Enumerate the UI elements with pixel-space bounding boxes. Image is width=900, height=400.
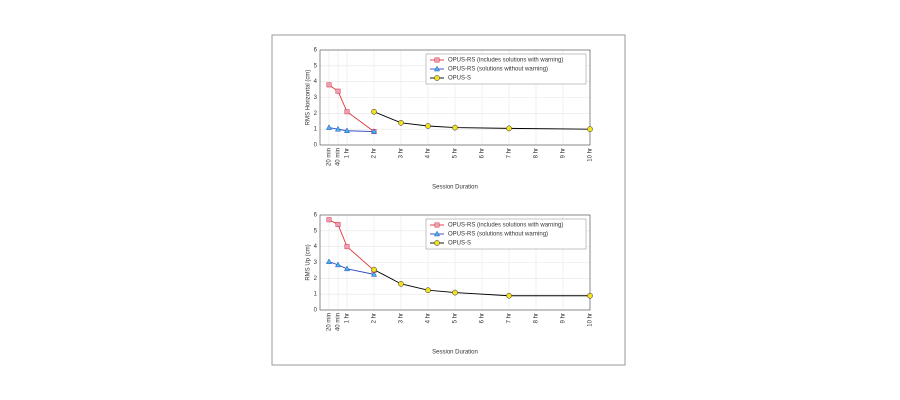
y-tick-label: 4 bbox=[314, 79, 318, 85]
marker bbox=[325, 124, 333, 130]
marker bbox=[343, 127, 351, 133]
x-tick-label: 4 hr bbox=[426, 313, 432, 323]
y-tick-label: 3 bbox=[314, 260, 318, 266]
x-tick-label: 20 min bbox=[327, 313, 333, 331]
marker bbox=[371, 266, 377, 273]
x-tick-label: 6 hr bbox=[480, 313, 486, 323]
x-tick-label: 2 hr bbox=[372, 313, 378, 323]
y-tick-label: 6 bbox=[314, 48, 318, 54]
marker bbox=[326, 217, 332, 223]
marker bbox=[334, 125, 342, 132]
x-tick-label: 6 hr bbox=[480, 148, 486, 158]
legend-marker bbox=[434, 222, 440, 228]
y-tick-label: 0 bbox=[314, 308, 318, 314]
x-tick-label: 4 hr bbox=[426, 148, 432, 158]
marker bbox=[335, 222, 341, 227]
legend-box bbox=[425, 218, 587, 250]
axes-box bbox=[319, 49, 591, 146]
x-tick-label: 40 min bbox=[336, 148, 342, 166]
marker bbox=[326, 82, 332, 88]
legend-label: OPUS-S bbox=[448, 76, 471, 82]
x-tick-label: 40 min bbox=[336, 313, 342, 331]
y-tick-label: 5 bbox=[314, 228, 318, 234]
marker bbox=[587, 126, 593, 133]
x-tick-label: 5 hr bbox=[453, 148, 459, 158]
marker bbox=[335, 88, 341, 94]
marker bbox=[334, 261, 342, 268]
series-line bbox=[328, 84, 375, 132]
marker bbox=[425, 287, 431, 294]
marker bbox=[398, 119, 404, 126]
marker bbox=[506, 125, 512, 132]
marker bbox=[370, 271, 378, 277]
legend-label: OPUS-RS (solutions without warning) bbox=[448, 67, 548, 73]
legend-label: OPUS-RS (includes solutions with warning… bbox=[448, 223, 563, 229]
y-tick-label: 2 bbox=[314, 111, 318, 117]
marker bbox=[452, 124, 458, 131]
x-tick-label: 10 hr bbox=[588, 313, 594, 327]
y-tick-label: 0 bbox=[314, 143, 318, 149]
x-tick-label: 9 hr bbox=[561, 313, 567, 323]
x-tick-label: 10 hr bbox=[588, 148, 594, 162]
marker bbox=[370, 128, 378, 134]
figure-frame bbox=[271, 34, 626, 366]
legend-marker bbox=[433, 65, 441, 72]
y-tick-label: 3 bbox=[314, 95, 318, 101]
legend-marker bbox=[434, 240, 440, 246]
y-tick-label: 1 bbox=[314, 127, 318, 133]
marker bbox=[452, 289, 458, 296]
marker bbox=[506, 292, 512, 299]
x-axis-label: Session Duration bbox=[432, 350, 478, 356]
legend-box bbox=[425, 53, 587, 85]
legend-marker bbox=[434, 75, 440, 81]
marker bbox=[398, 281, 404, 287]
marker bbox=[371, 108, 377, 115]
x-tick-label: 20 min bbox=[327, 148, 333, 166]
legend-label: OPUS-RS (includes solutions with warning… bbox=[448, 58, 563, 64]
y-tick-label: 2 bbox=[314, 276, 318, 282]
x-axis-label: Session Duration bbox=[432, 185, 478, 191]
x-tick-label: 3 hr bbox=[399, 148, 405, 158]
series-line bbox=[328, 261, 375, 275]
axes-box bbox=[319, 214, 591, 311]
marker bbox=[587, 292, 593, 299]
series-line bbox=[373, 111, 591, 130]
y-axis-label: RMS Up (cm) bbox=[306, 244, 312, 280]
marker bbox=[344, 109, 350, 115]
x-tick-label: 8 hr bbox=[534, 313, 540, 323]
y-tick-label: 5 bbox=[314, 63, 318, 69]
x-tick-label: 3 hr bbox=[399, 313, 405, 323]
legend-label: OPUS-RS (solutions without warning) bbox=[448, 232, 548, 238]
marker bbox=[344, 244, 350, 250]
x-tick-label: 7 hr bbox=[507, 148, 513, 158]
x-tick-label: 1 hr bbox=[345, 313, 351, 323]
marker bbox=[343, 265, 351, 272]
y-tick-label: 4 bbox=[314, 244, 318, 250]
legend-label: OPUS-S bbox=[448, 241, 471, 247]
series-line bbox=[373, 269, 590, 297]
y-axis-label: RMS Horizontal (cm) bbox=[306, 70, 312, 126]
legend-marker bbox=[434, 57, 440, 63]
legend-marker bbox=[433, 230, 441, 237]
x-tick-label: 1 hr bbox=[345, 148, 351, 158]
x-tick-label: 9 hr bbox=[561, 148, 567, 158]
y-tick-label: 1 bbox=[314, 292, 318, 298]
x-tick-label: 2 hr bbox=[372, 148, 378, 158]
marker bbox=[425, 123, 431, 129]
series-line bbox=[328, 219, 375, 271]
x-tick-label: 8 hr bbox=[534, 148, 540, 158]
series-line bbox=[328, 127, 375, 132]
marker bbox=[325, 258, 333, 264]
x-tick-label: 5 hr bbox=[453, 313, 459, 323]
x-tick-label: 7 hr bbox=[507, 313, 513, 323]
y-tick-label: 6 bbox=[314, 213, 318, 219]
